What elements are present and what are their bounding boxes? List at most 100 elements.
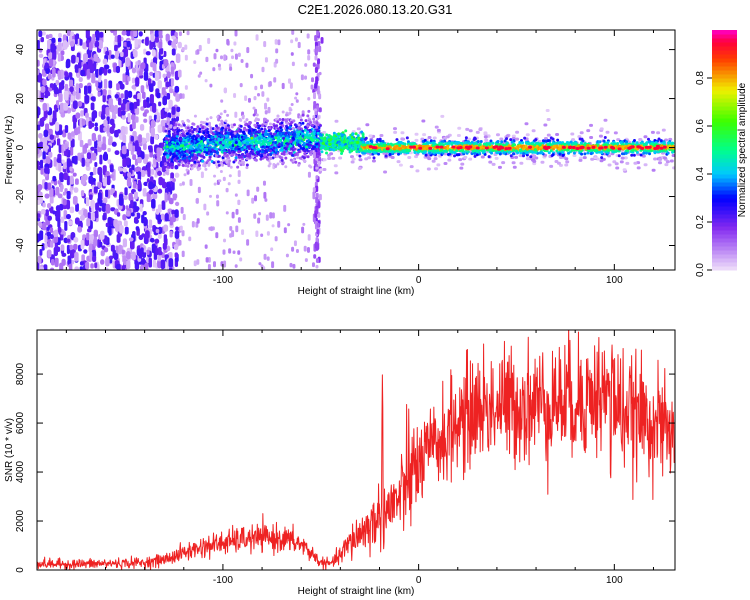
spectral-cell [42, 222, 47, 231]
spectral-cell [38, 133, 43, 139]
spectral-cell [281, 82, 285, 90]
spectral-cell [38, 30, 43, 38]
spectral-cell [121, 110, 126, 116]
spectral-cell [173, 243, 179, 251]
spectral-cell [225, 211, 229, 215]
spectral-cell [311, 77, 315, 83]
spectral-cell [254, 195, 258, 202]
spectral-cell [198, 127, 202, 131]
spectral-cell [282, 150, 286, 154]
spectral-cell [208, 194, 212, 198]
spectral-cell [99, 124, 105, 133]
spectral-cell [138, 250, 143, 259]
spectral-cell [66, 214, 71, 220]
spectral-cell [66, 190, 71, 200]
spectral-cell [44, 62, 49, 69]
spectral-cell [378, 139, 382, 143]
spectral-cell [43, 129, 49, 138]
spectral-cell [253, 158, 257, 162]
spectral-cell [64, 221, 68, 231]
spectral-cell [170, 166, 174, 170]
spectral-cell [84, 94, 90, 104]
spectral-cell [288, 125, 292, 129]
spectral-cell [392, 127, 397, 131]
spectral-cell [241, 229, 245, 235]
spectral-cell [229, 132, 233, 136]
spectral-cell [565, 160, 570, 164]
spectral-cell [201, 164, 205, 168]
spectrogram-data [37, 30, 675, 270]
spectral-cell [277, 135, 281, 139]
spectral-cell [152, 193, 158, 200]
spectral-cell [282, 136, 286, 140]
spectral-cell [306, 155, 310, 159]
spectral-cell [233, 93, 237, 99]
spectral-cell [255, 145, 259, 149]
spectral-cell [213, 174, 217, 178]
spectral-cell [315, 175, 319, 180]
spectral-cell [162, 242, 167, 250]
spectral-cell [37, 213, 41, 218]
spectral-cell [456, 134, 461, 138]
spectral-cell [70, 138, 75, 148]
spectral-cell [156, 92, 161, 99]
spectral-cell [175, 142, 179, 146]
spectral-cell [297, 130, 301, 134]
spectral-cell [243, 143, 247, 147]
spectral-cell [184, 44, 188, 50]
spectral-cell [135, 107, 140, 115]
spectral-cell [289, 262, 293, 268]
spectral-cell [79, 39, 83, 46]
spectral-cell [158, 176, 164, 186]
spectral-cell [222, 249, 226, 255]
spectral-cell [316, 155, 320, 159]
spectral-cell [274, 136, 278, 140]
spectral-cell [234, 111, 238, 118]
spectral-cell [109, 118, 115, 126]
spectral-cell [312, 117, 316, 121]
spectral-cell [134, 167, 140, 173]
spectral-cell [223, 260, 227, 268]
spectral-cell [135, 226, 140, 231]
spectral-cell [290, 147, 294, 151]
spectral-cell [63, 102, 69, 111]
spectral-cell [167, 208, 173, 213]
spectral-cell [150, 33, 155, 42]
spectral-cell [155, 88, 160, 93]
spectral-cell [156, 156, 162, 163]
spectral-cell [59, 102, 65, 113]
spectral-cell [77, 226, 83, 233]
spectral-cell [120, 93, 124, 99]
spectral-cell [245, 166, 249, 170]
spectral-cell [154, 173, 158, 178]
spectral-cell [199, 146, 203, 150]
spectral-cell [284, 165, 288, 169]
spectral-cell [447, 158, 452, 162]
spectral-cell [60, 216, 65, 224]
spectral-cell [258, 262, 262, 266]
spectral-cell [325, 133, 329, 137]
spectral-cell [200, 120, 204, 124]
spectral-cell [315, 45, 319, 53]
spectral-cell [432, 136, 437, 140]
spectral-cell [254, 130, 258, 134]
spectral-cell [217, 154, 221, 158]
spectral-cell [69, 146, 74, 156]
spectral-cell [250, 145, 254, 149]
spectral-cell [233, 41, 237, 46]
spectral-cell [92, 110, 98, 119]
spectral-cell [491, 162, 496, 166]
spectral-cell [133, 191, 138, 200]
spectral-cell [151, 198, 156, 209]
spectral-cell [436, 128, 441, 132]
spectral-cell [291, 30, 295, 35]
spectral-cell [43, 109, 48, 119]
spectral-cell [222, 158, 226, 162]
spectral-cell [258, 124, 262, 128]
spectral-cell [205, 127, 209, 131]
spectral-cell [433, 157, 438, 161]
spectral-cell [69, 86, 74, 93]
spectral-cell [316, 222, 320, 228]
spectral-cell [50, 267, 55, 270]
spectral-cell [453, 154, 457, 158]
